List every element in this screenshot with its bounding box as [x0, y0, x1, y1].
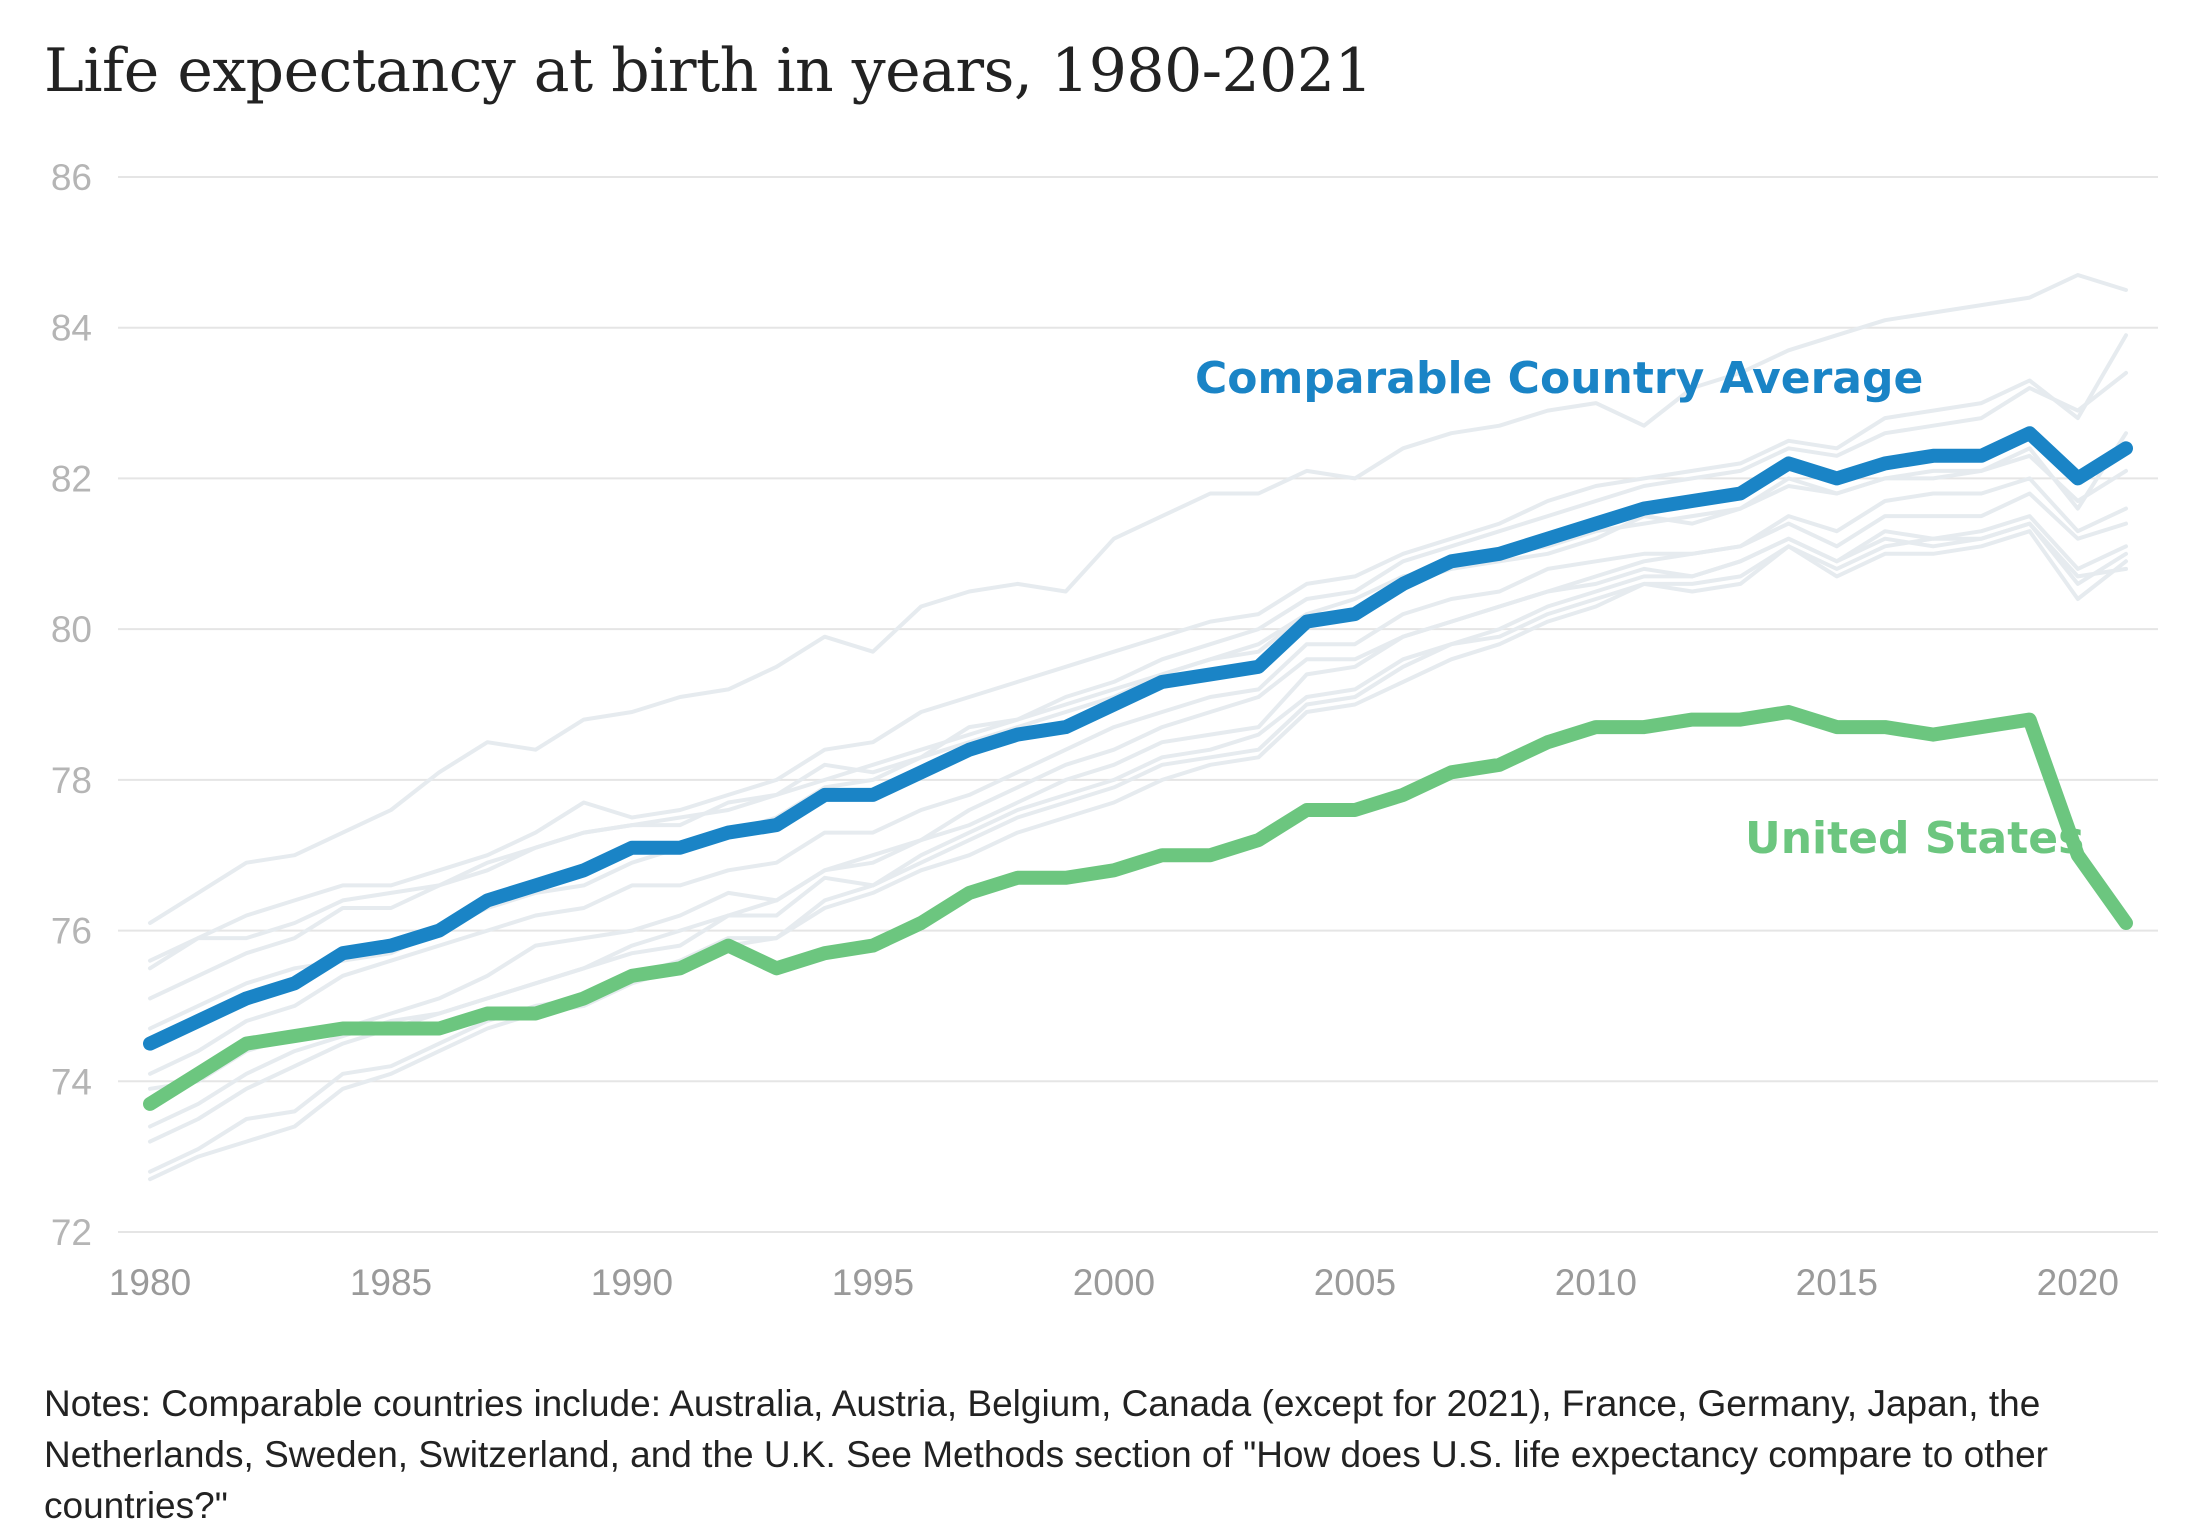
chart-title: Life expectancy at birth in years, 1980-… — [44, 36, 1373, 106]
series-labels: Comparable Country Average United States — [1195, 353, 2084, 864]
x-tick-label: 2000 — [1073, 1262, 1155, 1303]
x-tick-label: 2020 — [2037, 1262, 2119, 1303]
country-line-4 — [148, 431, 2128, 1001]
country-line-9 — [148, 521, 2128, 1144]
y-tick-label: 80 — [51, 609, 92, 650]
x-tick-label: 1980 — [109, 1262, 191, 1303]
y-tick-label: 78 — [51, 760, 92, 801]
y-axis-ticks: 72 74 76 78 80 82 84 86 — [51, 157, 92, 1253]
united-states-line — [143, 705, 2133, 1111]
country-line-1 — [148, 273, 2128, 925]
country-line-7 — [148, 491, 2128, 1091]
y-tick-label: 72 — [51, 1212, 92, 1253]
y-tick-label: 74 — [51, 1061, 92, 1102]
y-tick-label: 86 — [51, 157, 92, 198]
highlighted-series — [143, 426, 2133, 1111]
country-line-11 — [148, 521, 2128, 1182]
y-tick-label: 82 — [51, 458, 92, 499]
x-axis-ticks: 1980 1985 1990 1995 2000 2005 2010 2015 2020 — [109, 1262, 2119, 1303]
life-expectancy-line-chart: 72 74 76 78 80 82 84 86 1980 1985 1990 1995 2000 200… — [51, 157, 2158, 1303]
y-tick-label: 76 — [51, 911, 92, 952]
y-tick-label: 84 — [51, 308, 92, 349]
country-line-6 — [148, 476, 2128, 1076]
x-tick-label: 2005 — [1314, 1262, 1396, 1303]
comparable-country-average-line — [143, 426, 2133, 1051]
country-line-3 — [148, 370, 2128, 971]
x-tick-label: 1990 — [591, 1262, 673, 1303]
united-states-label: United States — [1745, 813, 2084, 864]
country-line-2 — [148, 333, 2128, 963]
x-tick-label: 2015 — [1796, 1262, 1878, 1303]
grid-lines — [118, 176, 2158, 1233]
comparable-country-average-label: Comparable Country Average — [1195, 353, 1923, 404]
comparable-country-lines — [148, 273, 2128, 1182]
chart-notes: Notes: Comparable countries include: Aus… — [44, 1383, 2048, 1526]
x-tick-label: 2010 — [1555, 1262, 1637, 1303]
x-tick-label: 1995 — [832, 1262, 914, 1303]
x-tick-label: 1985 — [350, 1262, 432, 1303]
